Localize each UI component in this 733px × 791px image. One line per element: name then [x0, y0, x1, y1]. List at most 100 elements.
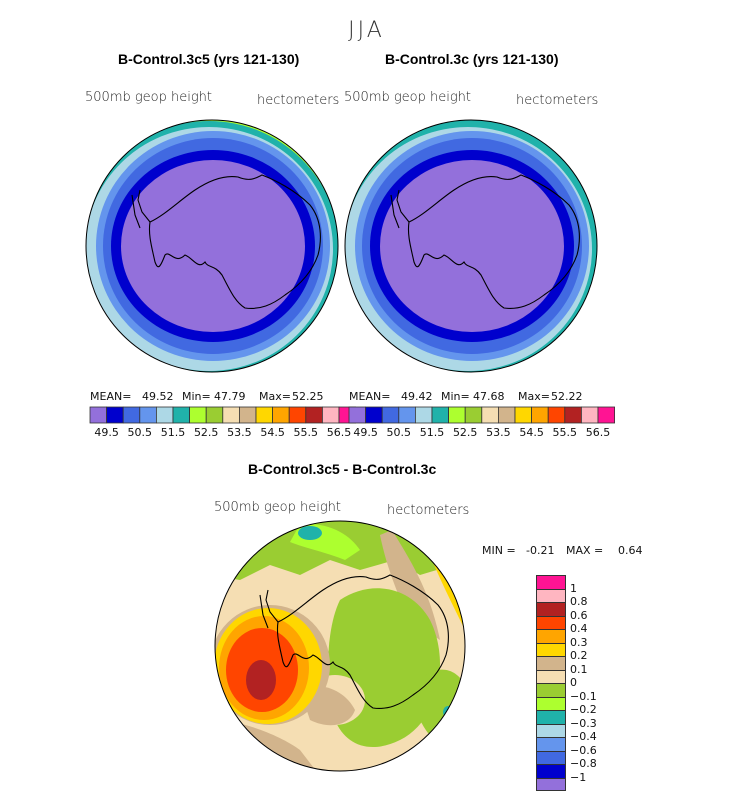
diff-max-value: 0.64 [618, 544, 643, 557]
colorbar-swatch [156, 407, 173, 423]
panel2-mean-label: MEAN= [349, 390, 390, 403]
diff-colorbar-tick-label: 0.1 [570, 663, 588, 676]
colorbar-swatch [239, 407, 256, 423]
height-ring-48.5 [380, 160, 564, 332]
diff-colorbar-swatch [536, 656, 566, 670]
colorbar-tick-label: 50.5 [387, 426, 412, 439]
colorbar-tick-label: 50.5 [128, 426, 153, 439]
diff-colorbar-swatch [536, 697, 566, 711]
panel2-colorbar [349, 407, 615, 423]
diff-region-west-0.6 [246, 660, 276, 700]
height-ring-48.5 [121, 160, 305, 332]
panel1-map [69, 111, 349, 387]
colorbar-swatch [256, 407, 273, 423]
diff-variable: 500mb geop height [214, 500, 341, 515]
panel1-colorbar [90, 407, 356, 423]
colorbar-swatch [532, 407, 549, 423]
colorbar-swatch [399, 407, 416, 423]
colorbar-tick-label: 52.5 [194, 426, 219, 439]
panel2-map [328, 111, 608, 387]
colorbar-swatch [322, 407, 339, 423]
diff-colorbar-swatch [536, 616, 566, 630]
colorbar-swatch [366, 407, 383, 423]
panel1-min-label: Min= [182, 390, 211, 403]
colorbar-swatch [565, 407, 582, 423]
diff-colorbar-tick-label: −0.4 [570, 730, 597, 743]
colorbar-tick-label: 53.5 [227, 426, 252, 439]
colorbar-tick-label: 49.5 [353, 426, 378, 439]
colorbar-tick-label: 55.5 [294, 426, 319, 439]
panel2-max-value: 52.22 [551, 390, 583, 403]
panel2-stats: MEAN= 49.42 Min= 47.68 Max= 52.22 [349, 390, 609, 404]
colorbar-swatch [548, 407, 565, 423]
diff-colorbar [536, 575, 566, 791]
diff-colorbar-swatch [536, 670, 566, 684]
diff-max-label: MAX = [566, 544, 603, 557]
diff-colorbar-swatch [536, 683, 566, 697]
colorbar-swatch [515, 407, 532, 423]
panel2-min-label: Min= [441, 390, 470, 403]
panel1-mean-value: 49.52 [142, 390, 174, 403]
diff-colorbar-swatch [536, 589, 566, 603]
colorbar-swatch [289, 407, 306, 423]
colorbar-swatch [140, 407, 157, 423]
colorbar-swatch [432, 407, 449, 423]
diff-colorbar-swatch [536, 575, 566, 589]
colorbar-swatch [190, 407, 207, 423]
panel2-mean-value: 49.42 [401, 390, 433, 403]
diff-colorbar-tick-label: −0.6 [570, 744, 597, 757]
diff-colorbar-tick-label: 1 [570, 582, 577, 595]
diff-colorbar-tick-label: −0.1 [570, 690, 597, 703]
colorbar-swatch [107, 407, 124, 423]
colorbar-swatch [382, 407, 399, 423]
diff-colorbar-swatch [536, 629, 566, 643]
panel1-mean-label: MEAN= [90, 390, 131, 403]
colorbar-tick-label: 56.5 [586, 426, 611, 439]
diff-colorbar-swatch [536, 737, 566, 751]
panel1-min-value: 47.79 [214, 390, 246, 403]
panel1-stats: MEAN= 49.52 Min= 47.79 Max= 52.25 [90, 390, 350, 404]
colorbar-swatch [173, 407, 190, 423]
colorbar-swatch [306, 407, 323, 423]
diff-colorbar-tick-label: −1 [570, 771, 586, 784]
panel1-max-value: 52.25 [292, 390, 324, 403]
colorbar-tick-label: 51.5 [420, 426, 445, 439]
colorbar-tick-label: 51.5 [161, 426, 186, 439]
diff-colorbar-tick-label: 0.3 [570, 636, 588, 649]
colorbar-swatch [498, 407, 515, 423]
colorbar-swatch [465, 407, 482, 423]
colorbar-swatch [206, 407, 223, 423]
diff-colorbar-tick-label: −0.2 [570, 703, 597, 716]
diff-colorbar-swatch [536, 764, 566, 778]
diff-region-neg0.2-patch [298, 526, 322, 540]
diff-colorbar-tick-label: 0.8 [570, 595, 588, 608]
diff-colorbar-tick-label: 0 [570, 676, 577, 689]
diff-colorbar-tick-label: 0.2 [570, 649, 588, 662]
diff-units: hectometers [387, 503, 469, 518]
diff-colorbar-tick-label: −0.3 [570, 717, 597, 730]
colorbar-tick-label: 54.5 [260, 426, 285, 439]
diff-colorbar-swatch [536, 751, 566, 765]
colorbar-swatch [415, 407, 432, 423]
colorbar-swatch [598, 407, 615, 423]
diff-colorbar-swatch [536, 643, 566, 657]
colorbar-swatch [349, 407, 366, 423]
colorbar-swatch [482, 407, 499, 423]
colorbar-tick-label: 52.5 [453, 426, 478, 439]
colorbar-swatch [223, 407, 240, 423]
diff-region-se-patch [443, 706, 453, 718]
colorbar-tick-label: 56.5 [327, 426, 352, 439]
diff-colorbar-swatch [536, 710, 566, 724]
diff-min-value: -0.21 [526, 544, 554, 557]
panel2-min-value: 47.68 [473, 390, 505, 403]
diff-map [210, 516, 470, 776]
panel1-max-label: Max= [259, 390, 291, 403]
diff-title: B-Control.3c5 - B-Control.3c [248, 461, 436, 477]
colorbar-tick-label: 54.5 [519, 426, 544, 439]
diff-colorbar-tick-label: −0.8 [570, 757, 597, 770]
colorbar-swatch [123, 407, 140, 423]
diff-colorbar-swatch [536, 724, 566, 738]
colorbar-swatch [581, 407, 598, 423]
diff-colorbar-tick-label: 0.4 [570, 622, 588, 635]
colorbar-tick-label: 49.5 [94, 426, 119, 439]
